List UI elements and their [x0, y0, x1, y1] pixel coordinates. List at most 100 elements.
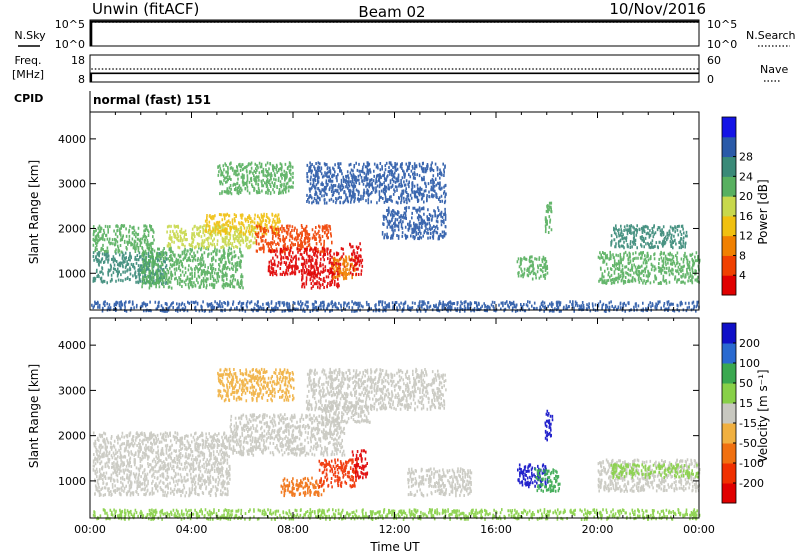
panel-3-colorbar-swatch-7: [722, 136, 736, 158]
panel-4-colorbar-label-3: 15: [739, 397, 753, 410]
panel-4-colorbar-swatch-3: [722, 423, 736, 444]
cpid-label: CPID: [14, 92, 43, 105]
panel-3-scatter-region-16: [610, 224, 688, 250]
velocity-panel: 1000 2000 3000 4000 00:00 04:00 08:00 12:00 16:0…: [27, 317, 770, 554]
time-tick-label-1: 04:00: [176, 523, 208, 536]
panel-4-colorbar-label-5: -50: [739, 437, 757, 450]
frequency-right-label: Nave: [760, 63, 788, 76]
panel-4-colorbar-swatch-2: [722, 443, 736, 464]
frequency-line-0: [90, 72, 699, 82]
panel-4-colorbar-label-2: 50: [739, 377, 753, 390]
panel-3-scatter-region-14: [544, 201, 553, 234]
power-axes: 1000 2000 3000 4000: [58, 111, 700, 311]
frequency-series: [90, 68, 699, 82]
panel-3-colorbar-label-6: 28: [739, 151, 753, 164]
cpid-value: normal (fast) 151: [93, 93, 211, 107]
panel-4-colorbar-frame: [721, 322, 737, 504]
panel-3-colorbar-swatch-2: [722, 235, 736, 256]
velocity-y-axis-label: Slant Range [km]: [27, 364, 41, 468]
panel-3-colorbar-swatch-5: [722, 176, 736, 197]
panel-3-scatter-region-11: [306, 161, 447, 205]
panel-4-colorbar-swatch-6: [722, 363, 736, 384]
panel-4-scatter-region-3: [407, 467, 473, 498]
panel-3-scatter-region-8: [331, 255, 358, 281]
frequency-left-unit: [MHz]: [12, 68, 44, 81]
panel-3-colorbar-swatch-6: [722, 156, 736, 177]
panel-4-colorbar-swatch-4: [722, 403, 736, 424]
panel-3-ytick-label-3: 4000: [58, 133, 86, 146]
panel-4-frame: [89, 317, 700, 519]
time-tick-label-6: 00:00: [683, 523, 715, 536]
panel-4-colorbar-swatch-5: [722, 383, 736, 404]
panel-4-scatter-region-11: [534, 467, 561, 493]
velocity-colorbar-label: Velocity [m s⁻¹]: [756, 369, 770, 462]
panel-3-colorbar-label-1: 8: [739, 249, 746, 262]
panel-4-scatter-region-1: [229, 413, 346, 457]
panel-3-scatter-region-10: [217, 161, 294, 196]
panel-4-scatter-region-0: [92, 431, 232, 498]
frequency-left-label: Freq.: [14, 54, 41, 67]
sky-noise-series: [90, 20, 699, 46]
panel-4-scatter-region-13: [610, 462, 700, 480]
velocity-colorbar: 200 100 50 15 -15 -50 -100 -200: [721, 322, 764, 504]
sky-noise-left-tick-bottom: 10^0: [55, 38, 85, 51]
panel-3-scatter-region-9: [349, 242, 364, 276]
frequency-right-tick-bottom: 0: [707, 73, 714, 86]
panel-3-scatter-region-15: [597, 250, 701, 285]
panel-3-colorbar-swatch-3: [722, 215, 736, 237]
power-scatter: [91, 161, 701, 313]
sky-noise-frame: [89, 19, 700, 47]
station-title: Unwin (fitACF): [92, 0, 199, 18]
frequency-left-tick-top: 18: [71, 54, 85, 67]
panel-4-ytick-label-1: 2000: [58, 430, 86, 443]
sky-noise-left-label: N.Sky: [14, 29, 46, 42]
panel-3-colorbar-swatch-1: [722, 255, 736, 276]
panel-3-scatter-region-2: [140, 246, 244, 290]
panel-4-colorbar-label-6: -100: [739, 457, 764, 470]
panel-4-scatter-region-9: [517, 463, 549, 489]
panel-4-scatter-region-7: [217, 367, 295, 403]
panel-3-scatter-region-4: [204, 212, 282, 236]
panel-4-ytick-label-3: 4000: [58, 339, 86, 352]
panel-4-colorbar-label-7: -200: [739, 477, 764, 490]
panel-3-colorbar-frame: [721, 116, 737, 296]
time-tick-label-0: 00:00: [74, 523, 106, 536]
panel-3-colorbar-label-4: 20: [739, 190, 753, 203]
panel-3-colorbar-swatch-4: [722, 196, 736, 217]
panel-3-scatter-region-17: [91, 300, 700, 313]
panel-3-scatter-region-13: [516, 255, 549, 281]
sky-noise-right-tick-top: 10^5: [707, 18, 737, 31]
sky-noise-right-label: N.Search: [746, 29, 796, 42]
panel-4-scatter-region-4: [280, 476, 325, 498]
panel-3-colorbar-label-3: 16: [739, 210, 753, 223]
frequency-left-tick-bottom: 8: [78, 73, 85, 86]
panel-4-colorbar-swatch-8: [722, 323, 736, 344]
sky-noise-left-tick-top: 10^5: [55, 18, 85, 31]
panel-3-colorbar-label-2: 12: [739, 230, 753, 243]
frequency-panel: Freq. [MHz] 18 8 60 0 Nave: [12, 54, 789, 86]
frequency-frame: [89, 54, 700, 83]
panel-4-colorbar-swatch-7: [722, 343, 736, 364]
panel-4-colorbar-label-1: 100: [739, 357, 760, 370]
panel-4-scatter-region-14: [92, 508, 701, 521]
panel-3-colorbar-label-0: 4: [739, 269, 746, 282]
beam-title: Beam 02: [358, 3, 425, 21]
panel-3-colorbar-swatch-8: [722, 117, 736, 138]
time-axis-label: Time UT: [369, 540, 420, 554]
time-tick-label-2: 08:00: [277, 523, 309, 536]
date-title: 10/Nov/2016: [609, 0, 706, 18]
power-y-axis-label: Slant Range [km]: [27, 160, 41, 264]
panel-3-colorbar-label-5: 24: [739, 170, 753, 183]
panel-4-ytick-label-0: 1000: [58, 475, 86, 488]
panel-4-scatter-region-10: [544, 409, 554, 442]
panel-3-scatter-region-1: [92, 224, 155, 254]
panel-4-ytick-label-2: 3000: [58, 384, 86, 397]
velocity-axes: 1000 2000 3000 4000 00:00 04:00 08:00 12:00 16:0…: [58, 317, 715, 536]
panel-3-colorbar-swatch-0: [722, 275, 736, 296]
panel-3-ytick-label-2: 3000: [58, 178, 86, 191]
panel-3-ytick-label-1: 2000: [58, 222, 86, 235]
panel-4-scatter-region-8: [305, 367, 447, 412]
panel-3-scatter-region-6: [267, 246, 346, 277]
sky-noise-line-0: [90, 20, 699, 46]
